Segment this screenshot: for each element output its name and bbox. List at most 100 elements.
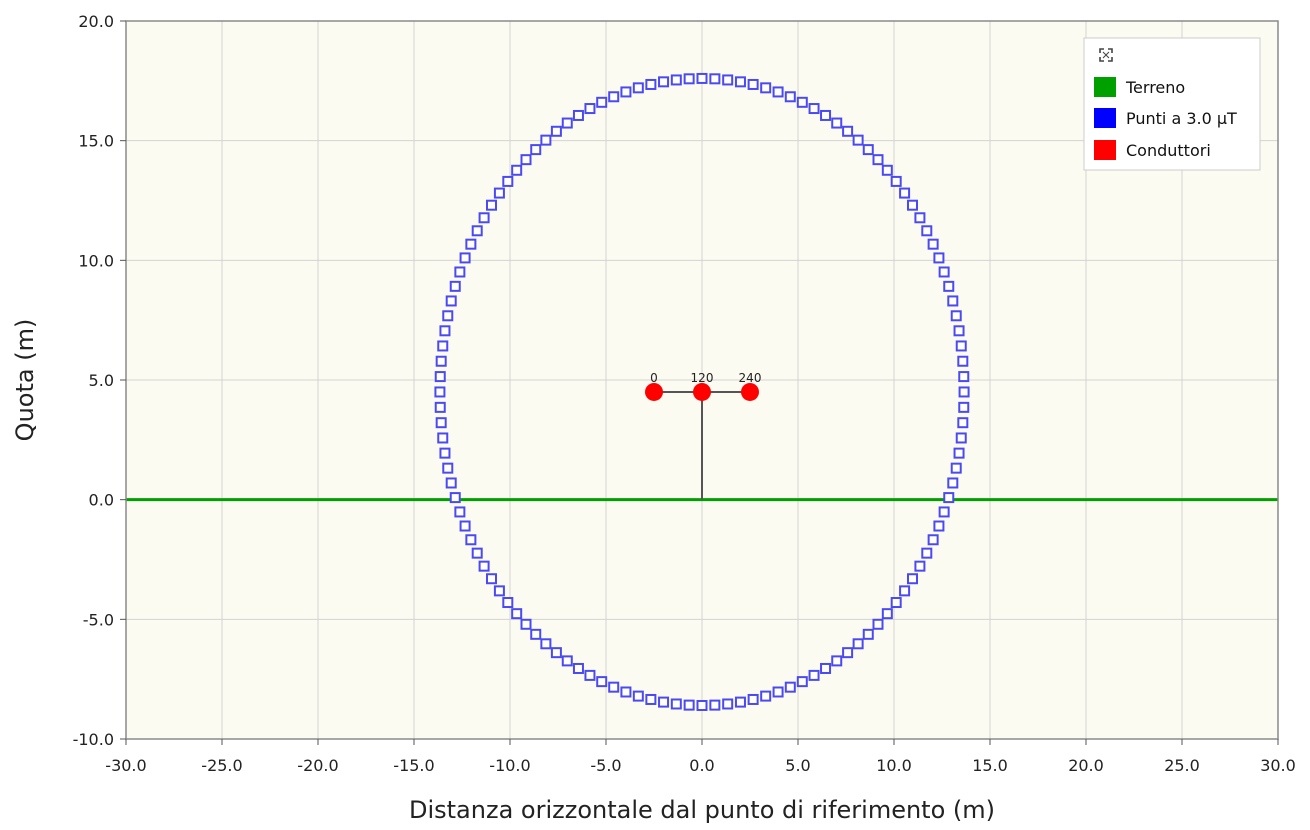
contour-point xyxy=(808,103,820,115)
contour-point xyxy=(561,655,573,667)
contour-point xyxy=(502,175,514,187)
contour-point xyxy=(955,432,967,444)
contour-point xyxy=(465,238,477,250)
contour-point xyxy=(596,676,608,688)
contour-point xyxy=(608,91,620,103)
contour-point xyxy=(872,618,884,630)
contour-point xyxy=(437,340,449,352)
contour-point xyxy=(747,78,759,90)
contour-point xyxy=(471,225,483,237)
legend-label-conduttori: Conduttori xyxy=(1126,141,1211,160)
contour-point xyxy=(620,86,632,98)
y-tick-labels: -10.0 -5.0 0.0 5.0 10.0 15.0 20.0 xyxy=(73,12,126,749)
contour-point xyxy=(478,560,490,572)
contour-point xyxy=(434,371,446,383)
contour-point xyxy=(955,340,967,352)
legend-label-punti: Punti a 3.0 µT xyxy=(1126,109,1237,128)
contour-point xyxy=(914,212,926,224)
contour-point xyxy=(907,573,919,585)
contour-point xyxy=(881,164,893,176)
contour-point xyxy=(434,401,446,413)
x-tick-label: -30.0 xyxy=(105,756,146,775)
x-axis-title: Distanza orizzontale dal punto di riferi… xyxy=(409,796,995,824)
x-tick-label: 30.0 xyxy=(1260,756,1296,775)
contour-point xyxy=(831,117,843,129)
x-tick-label: -15.0 xyxy=(393,756,434,775)
conductor-label: 0 xyxy=(650,371,658,385)
contour-point xyxy=(862,144,874,156)
contour-point xyxy=(445,477,457,489)
contour-point xyxy=(921,225,933,237)
legend-swatch-conduttori xyxy=(1094,140,1116,160)
contour-point xyxy=(772,86,784,98)
contour-point xyxy=(471,547,483,559)
contour-point xyxy=(907,199,919,211)
contour-point xyxy=(632,82,644,94)
contour-point xyxy=(670,698,682,710)
contour-point xyxy=(722,698,734,710)
y-tick-label: 10.0 xyxy=(78,251,114,270)
contour-point xyxy=(938,266,950,278)
contour-point xyxy=(658,696,670,708)
contour-point xyxy=(899,585,911,597)
contour-point xyxy=(493,585,505,597)
contour-point xyxy=(683,699,695,711)
contour-point xyxy=(485,573,497,585)
contour-point xyxy=(696,699,708,711)
contour-point xyxy=(449,492,461,504)
contour-point xyxy=(747,693,759,705)
y-tick-label: 15.0 xyxy=(78,132,114,151)
contour-point xyxy=(434,386,446,398)
contour-point xyxy=(493,187,505,199)
contour-point xyxy=(938,506,950,518)
conductor-point xyxy=(645,382,663,401)
contour-point xyxy=(683,73,695,85)
contour-point xyxy=(584,669,596,681)
contour-point xyxy=(584,103,596,115)
contour-point xyxy=(958,401,970,413)
contour-point xyxy=(645,693,657,705)
contour-point xyxy=(890,175,902,187)
contour-point xyxy=(435,417,447,429)
contour-point xyxy=(572,662,584,674)
contour-point xyxy=(943,492,955,504)
contour-point xyxy=(947,477,959,489)
contour-point xyxy=(572,109,584,121)
contour-point xyxy=(632,690,644,702)
x-tick-label: 10.0 xyxy=(876,756,912,775)
contour-point xyxy=(439,447,451,459)
contour-point xyxy=(808,669,820,681)
x-tick-label: 20.0 xyxy=(1068,756,1104,775)
contour-point xyxy=(530,144,542,156)
contour-point xyxy=(890,597,902,609)
contour-point xyxy=(520,154,532,166)
contour-point xyxy=(796,96,808,108)
legend-swatch-terreno xyxy=(1094,77,1116,97)
contour-point xyxy=(709,73,721,85)
contour-point xyxy=(842,647,854,659)
contour-point xyxy=(670,74,682,86)
x-tick-label: 0.0 xyxy=(689,756,714,775)
contour-point xyxy=(608,681,620,693)
conductor-label: 240 xyxy=(739,371,762,385)
contour-point xyxy=(947,295,959,307)
contour-point xyxy=(933,252,945,264)
contour-series xyxy=(434,72,970,711)
contour-point xyxy=(921,547,933,559)
contour-point xyxy=(862,628,874,640)
contour-point xyxy=(437,432,449,444)
contour-point xyxy=(760,690,772,702)
contour-point xyxy=(511,608,523,620)
expand-icon[interactable] xyxy=(1099,48,1113,62)
y-tick-label: 20.0 xyxy=(78,12,114,31)
x-tick-label: -20.0 xyxy=(297,756,338,775)
contour-point xyxy=(760,82,772,94)
contour-point xyxy=(540,638,552,650)
contour-point xyxy=(958,371,970,383)
contour-point xyxy=(502,597,514,609)
contour-point xyxy=(459,252,471,264)
contour-point xyxy=(658,76,670,88)
contour-point xyxy=(927,238,939,250)
contour-point xyxy=(620,686,632,698)
